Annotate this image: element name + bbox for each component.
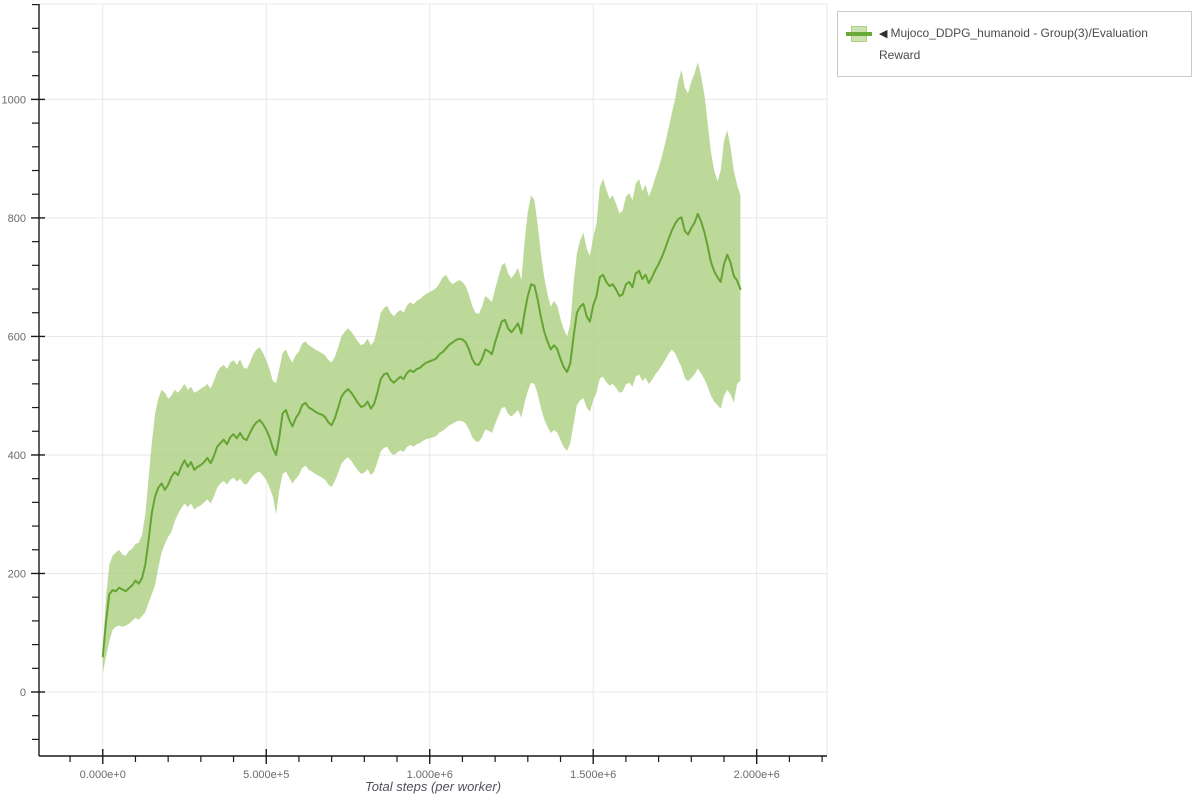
collapse-triangle-icon[interactable]: ◀ [879,28,888,40]
y-tick-label: 600 [8,331,26,343]
legend-entry[interactable]: ◀ Mujoco_DDPG_humanoid - Group(3)/Evaluat… [879,23,1183,66]
x-tick-label: 5.000e+5 [243,769,289,781]
y-tick-label: 400 [8,450,26,462]
mean-line [101,212,742,658]
x-tick-label: 1.500e+6 [570,769,616,781]
legend-swatch [846,26,872,42]
legend-label: Mujoco_DDPG_humanoid - Group(3)/Evaluati… [879,26,1148,62]
y-tick-label: 0 [20,687,26,699]
y-tick-label: 800 [8,213,26,225]
legend-box[interactable]: ◀ Mujoco_DDPG_humanoid - Group(3)/Evaluat… [837,11,1192,77]
x-tick-label: 2.000e+6 [734,769,780,781]
x-tick-label: 1.000e+6 [407,769,453,781]
x-tick-label: 0.000e+0 [80,769,126,781]
y-tick-label: 200 [8,568,26,580]
x-axis-title: Total steps (per worker) [364,779,502,794]
y-tick-label: 1000 [2,94,26,106]
legend-line-swatch-icon [846,32,872,36]
